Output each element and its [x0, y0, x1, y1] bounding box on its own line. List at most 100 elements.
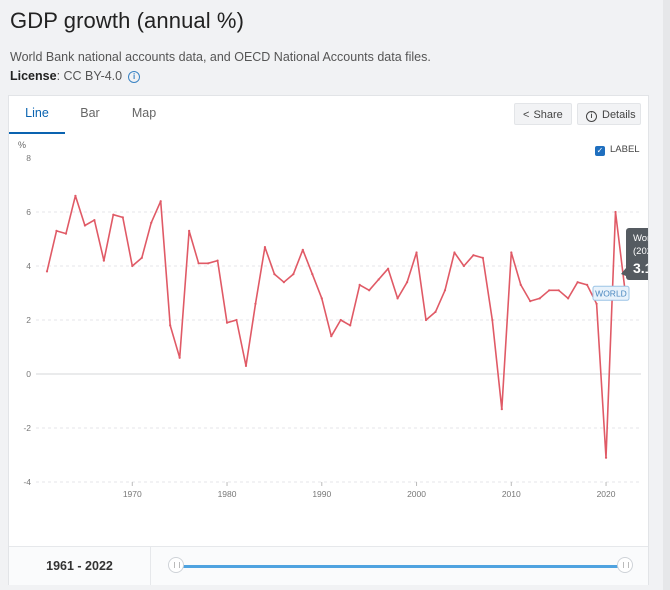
data-point: [55, 229, 58, 232]
license-value: : CC BY-4.0: [56, 69, 123, 83]
tooltip-pointer: [621, 268, 626, 276]
data-point: [453, 251, 456, 254]
data-point: [273, 273, 276, 276]
data-point: [102, 259, 105, 262]
tab-bar[interactable]: Bar: [80, 106, 100, 120]
data-point: [491, 318, 494, 322]
label-toggle-text: LABEL: [610, 144, 640, 155]
label-toggle[interactable]: ✓ LABEL: [595, 144, 640, 156]
data-point: [93, 219, 96, 222]
y-tick-label: -4: [23, 477, 31, 487]
info-circle-icon: i: [586, 111, 597, 122]
data-point: [500, 408, 503, 411]
tooltip-value: 3.1: [633, 260, 648, 276]
year-range-label: 1961 - 2022: [9, 547, 151, 585]
y-tick-label: 6: [26, 207, 31, 217]
data-point: [434, 310, 437, 313]
info-icon[interactable]: i: [128, 71, 141, 83]
data-point: [311, 273, 314, 276]
range-slider-track[interactable]: [176, 565, 625, 568]
data-point: [74, 194, 77, 197]
tooltip-year: (2022): [633, 246, 648, 257]
data-point: [112, 213, 115, 216]
data-point: [585, 283, 589, 286]
y-tick-label: -2: [23, 423, 31, 433]
data-point: [595, 302, 598, 305]
data-point: [320, 297, 323, 300]
data-point: [519, 283, 522, 286]
tooltip-box: [626, 228, 648, 280]
data-point: [481, 256, 484, 259]
data-point: [254, 302, 257, 305]
range-bar: 1961 - 2022: [9, 546, 648, 585]
data-point: [462, 264, 466, 268]
chart-panel: Line Bar Map < Share i Details ✓ LABEL % -4 -…: [8, 95, 649, 585]
y-axis-label: %: [18, 140, 26, 150]
source-text: World Bank national accounts data, and O…: [10, 50, 431, 64]
data-point: [349, 324, 352, 327]
data-point: [604, 456, 608, 459]
data-point: [567, 297, 570, 300]
data-point: [83, 224, 87, 227]
data-point: [216, 259, 219, 262]
data-point: [387, 267, 390, 270]
data-point: [292, 273, 295, 276]
data-point: [140, 256, 143, 259]
data-point: [424, 318, 428, 322]
series-tag: WORLD: [595, 288, 627, 298]
data-point: [443, 289, 447, 292]
data-point: [472, 254, 475, 257]
data-point: [415, 251, 418, 254]
y-tick-label: 4: [26, 261, 31, 271]
share-button[interactable]: < Share: [514, 103, 572, 125]
data-point: [339, 318, 342, 322]
data-point: [121, 216, 124, 219]
x-tick-label: 2000: [407, 489, 426, 499]
data-point: [548, 289, 551, 292]
data-point: [396, 297, 399, 300]
details-button[interactable]: i Details: [577, 103, 641, 125]
data-point: [263, 246, 267, 249]
data-point: [538, 297, 541, 300]
data-point: [510, 251, 513, 254]
share-label: Share: [533, 109, 563, 121]
range-end-handle[interactable]: [617, 557, 633, 573]
series-tag-box: [592, 285, 630, 301]
y-tick-label: 2: [26, 315, 31, 325]
x-tick-label: 2020: [597, 489, 616, 499]
data-point: [131, 264, 134, 268]
data-point: [557, 289, 560, 292]
data-point: [576, 281, 579, 284]
share-icon: <: [523, 109, 530, 121]
y-tick-label: 0: [26, 369, 31, 379]
data-point: [614, 210, 617, 214]
data-point: [169, 324, 172, 327]
page-scrollbar[interactable]: [663, 0, 670, 590]
tab-map[interactable]: Map: [131, 106, 157, 120]
x-tick-label: 1990: [312, 489, 331, 499]
data-point: [225, 321, 229, 324]
x-tick-label: 1970: [123, 489, 142, 499]
data-point: [301, 248, 304, 251]
data-point: [282, 281, 285, 284]
series-line-world: [46, 195, 626, 459]
data-point: [358, 283, 361, 286]
data-point: [529, 300, 532, 303]
license-line: License: CC BY-4.0 i: [10, 69, 141, 83]
data-point: [235, 318, 238, 322]
tab-line[interactable]: Line: [9, 96, 65, 134]
data-point: [206, 262, 210, 265]
page-title: GDP growth (annual %): [10, 8, 245, 33]
data-point: [64, 232, 68, 235]
data-point: [405, 281, 409, 284]
data-point: [178, 356, 181, 359]
label-checkbox[interactable]: ✓: [595, 146, 605, 156]
data-point: [377, 278, 380, 281]
line-chart: % -4 -2 0 2 4 6 8 1970 1980 1990 2000 2010 2020 WORLD W…: [18, 140, 648, 499]
range-start-handle[interactable]: [168, 557, 184, 573]
data-point: [188, 229, 191, 232]
data-point: [150, 221, 153, 224]
data-point: [368, 289, 371, 292]
data-point: [197, 262, 200, 265]
x-tick-label: 1980: [218, 489, 237, 499]
